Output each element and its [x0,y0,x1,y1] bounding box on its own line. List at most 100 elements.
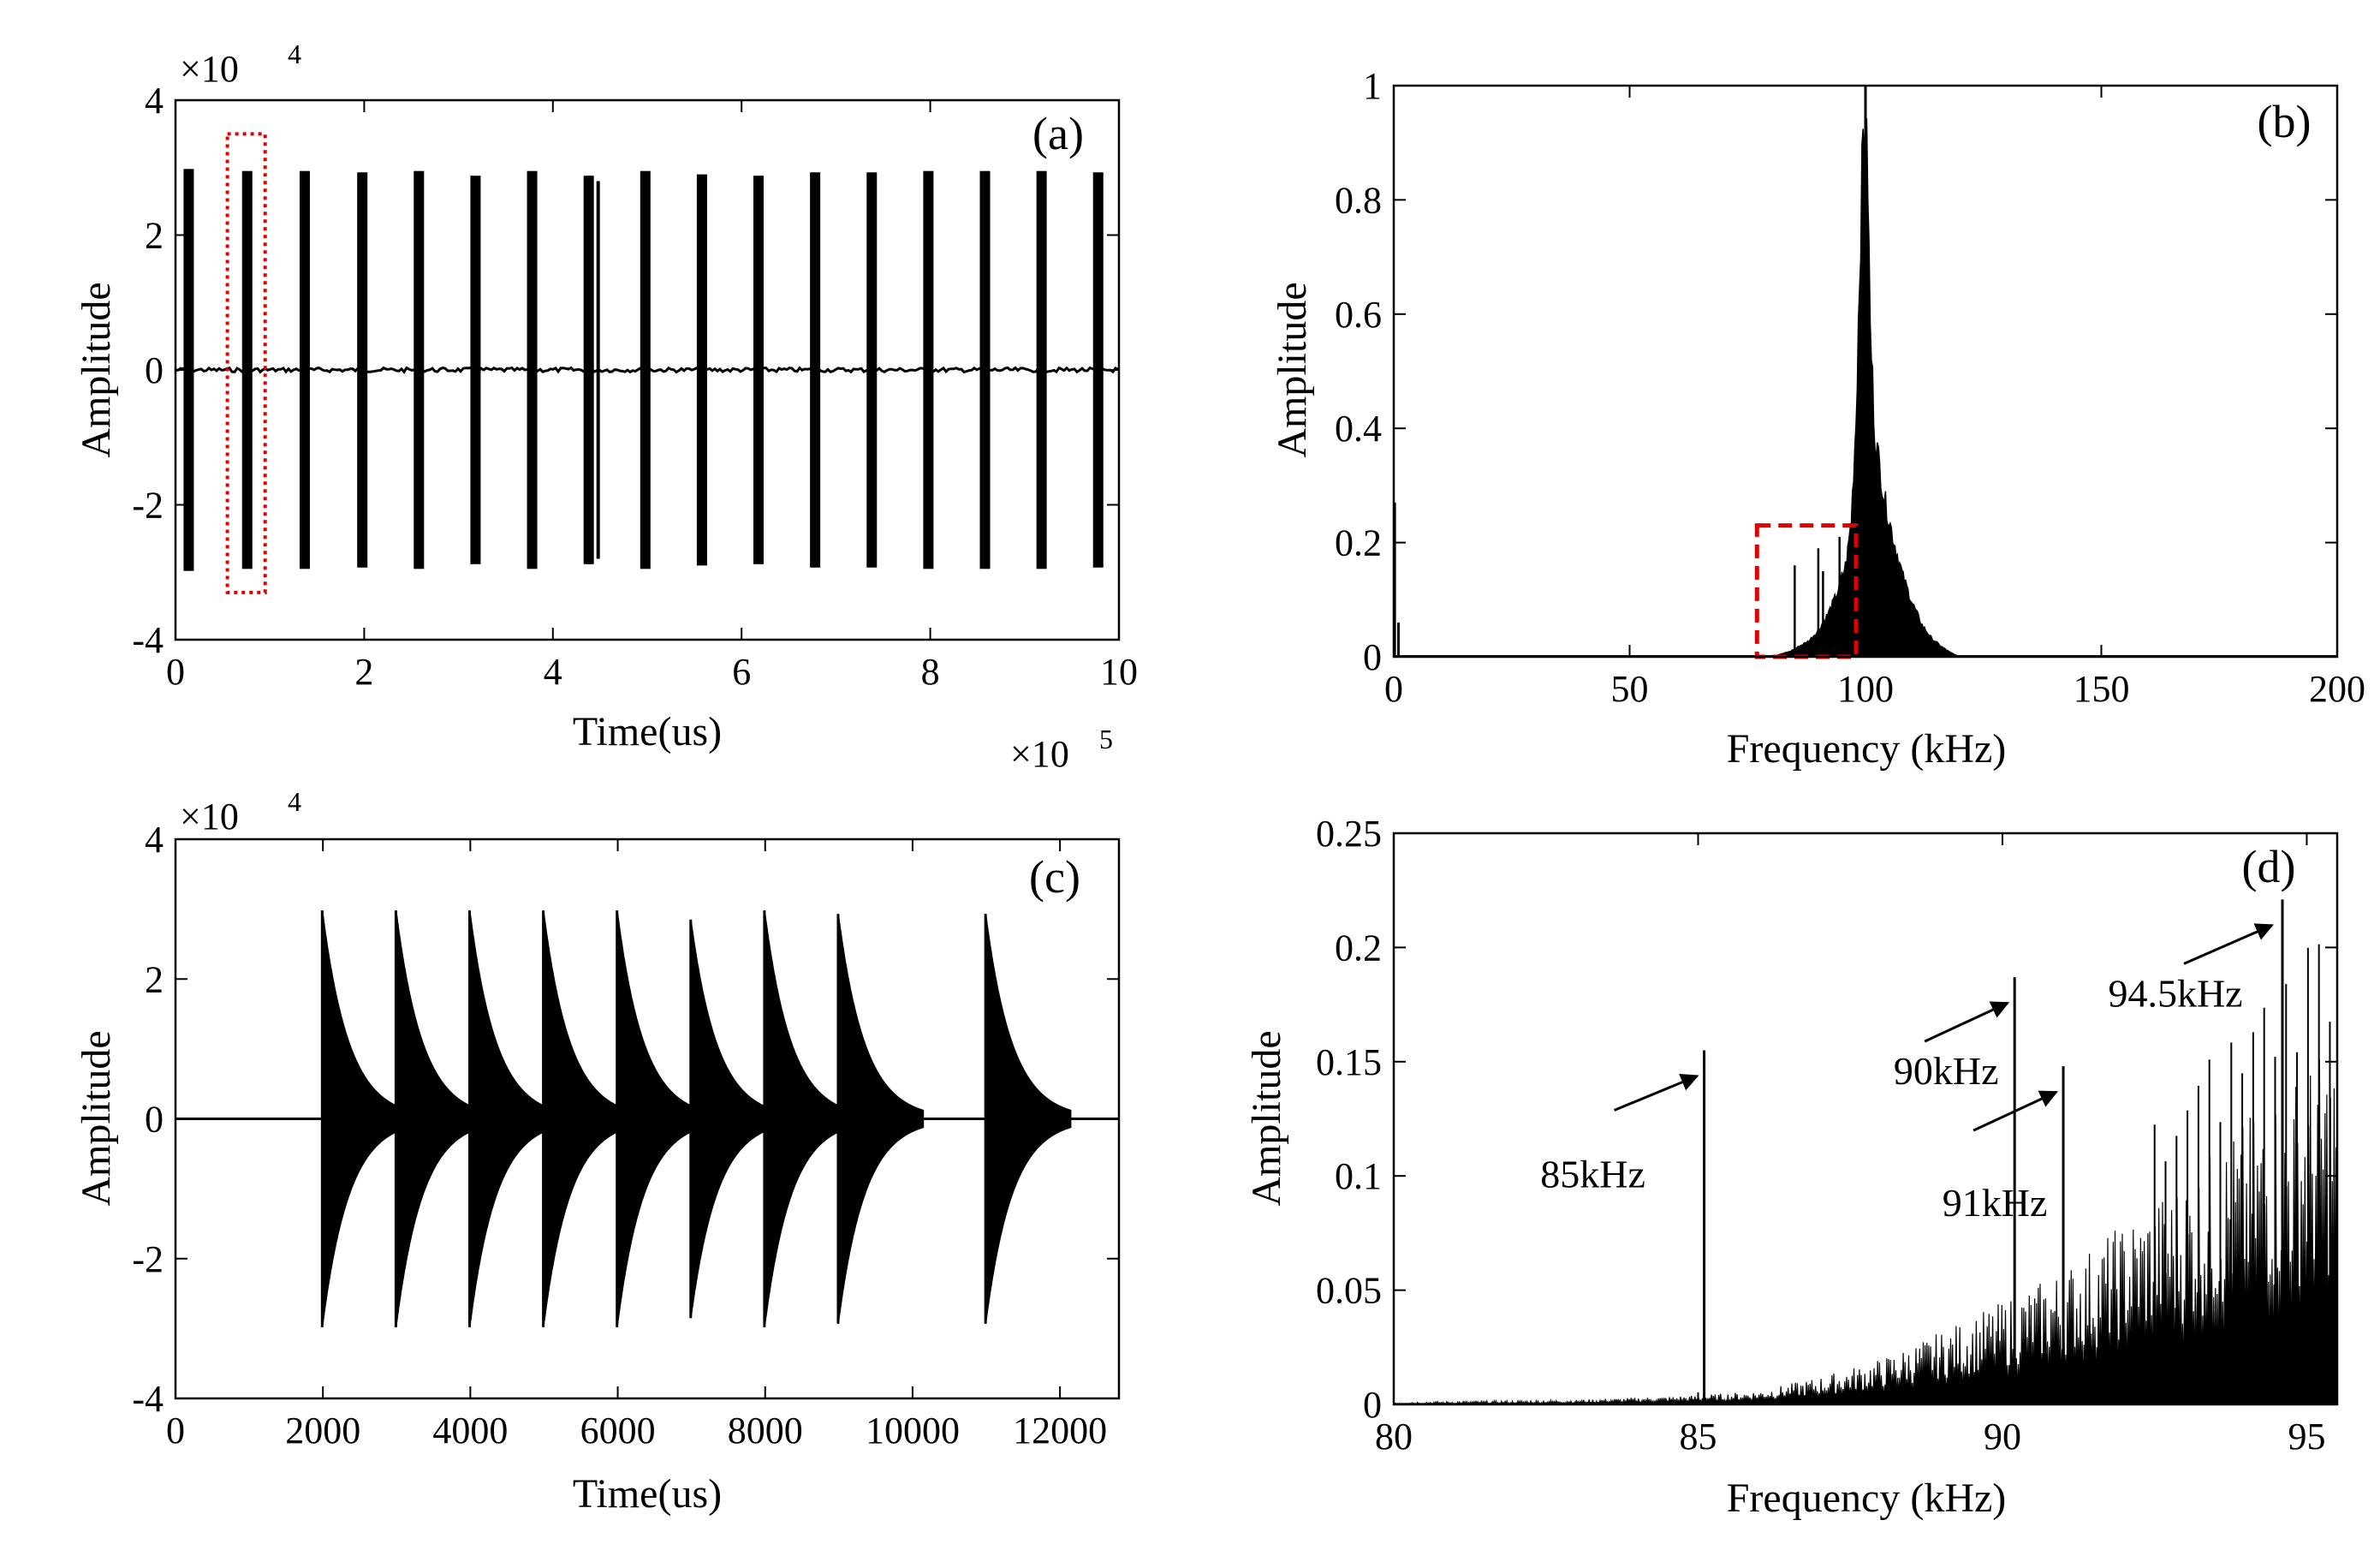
annotation-arrow [2183,923,2274,965]
panel-b-label: (b) [2258,96,2312,147]
panel-c-ticks: 0 2000 4000 6000 8000 10000 12000 -4 -2 0 2 4 [132,819,1119,1452]
annotation-arrow [1924,1001,2010,1043]
x-tick-label: 2000 [285,1410,360,1452]
x-tick-label: 0 [1384,668,1403,710]
y-tick-label: 0.05 [1316,1270,1382,1312]
burst-bar [299,170,310,569]
panel-a-ylabel: Amplitude [74,282,119,457]
y-tick-label: 0 [1363,636,1382,678]
y-tick-label: 2 [145,958,164,1000]
panel-c-y-multiplier-exp: 4 [288,786,301,817]
y-tick-label: 4 [145,80,164,122]
burst-bar [527,170,538,569]
annotation-arrow [1614,1073,1699,1112]
pulse-envelope [616,910,703,1327]
x-tick-label: 4 [544,651,562,693]
panel-a-y-multiplier-base: ×10 [180,48,239,90]
burst-bar [979,170,991,569]
y-tick-label: -2 [132,1238,164,1280]
y-tick-label: 2 [145,215,164,257]
y-tick-label: 0.1 [1335,1155,1382,1197]
x-tick-label: 95 [2288,1416,2325,1458]
burst-bar [753,176,765,564]
highlight-box-dotted [225,132,267,594]
y-tick-label: 0.4 [1335,408,1382,450]
panel-a-chart: 0 2 4 6 8 10 -4 -2 0 2 4 (a) Time(us) Amplitude ×1… [74,39,1138,775]
annotation-label: 90kHz [1894,1049,1999,1093]
panel-a-label: (a) [1032,108,1084,159]
panel-b-chart: 0 50 100 150 200 0 0.2 0.4 0.6 0.8 1 (b) Frequency… [1270,65,2365,772]
y-tick-label: -4 [132,619,164,661]
panel-a-y-multiplier: ×10 4 [180,39,301,90]
panel-c-chart: 0 2000 4000 6000 8000 10000 12000 -4 -2 0 2 4 (c) T… [74,786,1121,1517]
panel-c-y-multiplier-base: ×10 [180,796,239,838]
y-tick-label: 0 [145,349,164,391]
panel-a-x-multiplier: ×10 5 [1010,724,1113,775]
x-tick-label: 8 [921,651,940,693]
pulse-envelope [763,910,851,1327]
x-tick-label: 0 [166,1410,185,1452]
burst-bar [414,170,425,569]
burst-bar [241,170,253,569]
burst-bar [866,172,878,568]
y-tick-label: 0.2 [1335,522,1382,564]
panel-c-ylabel: Amplitude [74,1030,119,1206]
y-tick-label: -2 [132,485,164,527]
panel-a-xlabel: Time(us) [573,709,722,754]
panel-c-xlabel: Time(us) [573,1471,722,1517]
x-tick-label: 0 [166,651,185,693]
x-tick-label: 200 [2309,668,2365,710]
burst-bar [1092,172,1104,568]
burst-bar [183,169,194,571]
panel-a-x-multiplier-base: ×10 [1010,733,1069,775]
panel-b-ylabel: Amplitude [1270,282,1315,457]
burst-bar [696,174,707,566]
panel-c-traces [176,910,1119,1327]
panel-a-x-multiplier-exp: 5 [1099,724,1113,754]
panel-d-axes-box [1392,832,2339,1406]
spectrum-noise [1393,1059,2338,1406]
panel-d-traces [1393,899,2338,1406]
panel-c-label: (c) [1029,851,1080,903]
pulse-envelope [468,910,556,1327]
y-tick-label: 0 [145,1099,164,1141]
panel-d-ylabel: Amplitude [1244,1030,1289,1206]
x-tick-label: 10 [1100,651,1138,693]
y-tick-label: 1 [1363,65,1382,107]
x-tick-label: 90 [1984,1416,2021,1458]
pulse-envelope [985,914,1072,1324]
panel-a-ticks: 0 2 4 6 8 10 -4 -2 0 2 4 [132,80,1138,693]
panel-b-traces [1393,86,2337,659]
burst-bar [596,181,600,559]
y-tick-label: 0.15 [1316,1041,1382,1083]
panel-d-label: (d) [2242,841,2296,892]
burst-bar [640,170,651,569]
annotation-label: 85kHz [1540,1152,1645,1195]
panel-d-annotations: 85kHz 90kHz 91kHz 94.5kHz [1540,923,2274,1225]
y-tick-label: 0.25 [1316,813,1382,855]
x-tick-label: 8000 [728,1410,803,1452]
annotation-arrow [1972,1090,2058,1132]
burst-bar [923,170,934,569]
y-tick-label: 4 [145,819,164,861]
panel-c-y-multiplier: ×10 4 [180,786,301,838]
x-tick-label: 2 [354,651,373,693]
panel-a-y-multiplier-exp: 4 [288,39,301,69]
pulse-envelope [689,919,776,1319]
x-tick-label: 150 [2074,668,2130,710]
x-tick-label: 50 [1611,668,1649,710]
y-tick-label: 0 [1363,1384,1382,1426]
y-tick-label: -4 [132,1378,164,1420]
y-tick-label: 0.8 [1335,179,1382,221]
x-tick-label: 10000 [866,1410,960,1452]
x-tick-label: 6000 [580,1410,656,1452]
panel-a-traces [175,132,1119,594]
burst-bar [583,176,594,564]
x-tick-label: 100 [1837,668,1894,710]
pulse-envelope [321,910,408,1327]
y-tick-label: 0.2 [1335,927,1382,969]
x-tick-label: 12000 [1013,1410,1107,1452]
x-tick-label: 4000 [432,1410,508,1452]
panel-d-xlabel: Frequency (kHz) [1727,1475,2007,1521]
